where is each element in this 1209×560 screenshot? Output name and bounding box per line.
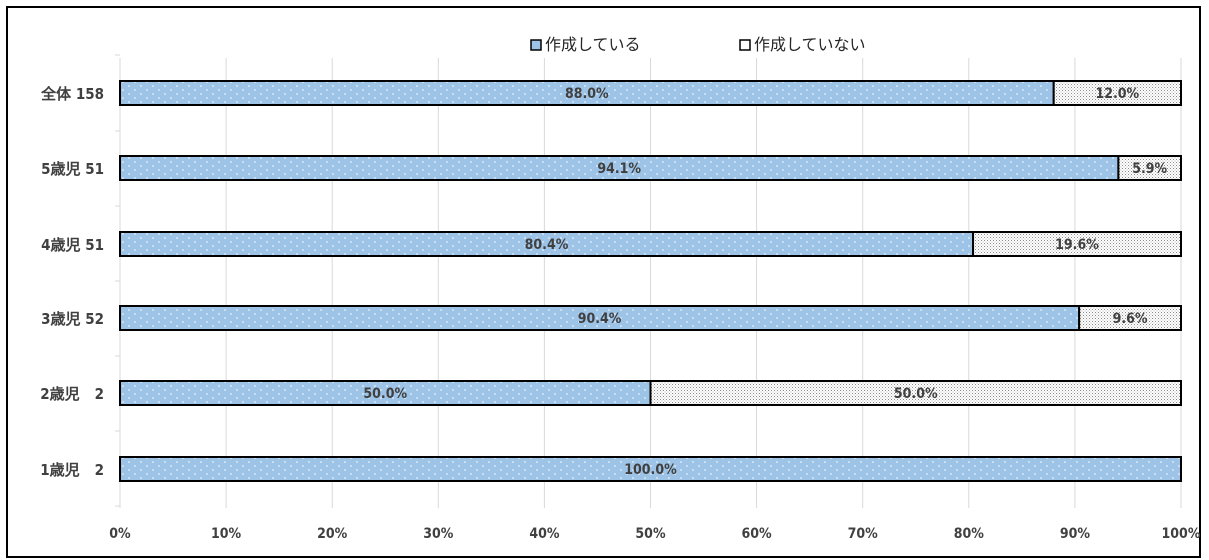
data-label: 94.1% <box>597 161 641 177</box>
bar-segment <box>119 380 652 406</box>
bar-segment <box>1052 80 1183 106</box>
data-label: 88.0% <box>565 86 609 102</box>
bar-segment <box>119 231 975 257</box>
x-tick-label: 40% <box>529 526 560 542</box>
category-label: 全体 158 <box>40 85 104 103</box>
data-label: 9.6% <box>1113 311 1148 327</box>
x-tick-label: 50% <box>635 526 666 542</box>
bar-segment <box>119 305 1081 331</box>
data-label: 50.0% <box>894 386 938 402</box>
category-label: 3歳児 52 <box>41 310 104 328</box>
x-tick-label: 20% <box>317 526 348 542</box>
x-tick-label: 70% <box>848 526 879 542</box>
x-tick-label: 60% <box>742 526 773 542</box>
x-tick-label: 100% <box>1162 526 1201 542</box>
x-axis-ticks: 0% 10% 20% 30% 40% 50% 60% 70% 80% 90% 100% <box>109 526 1201 542</box>
category-label: 4歳児 51 <box>41 236 104 254</box>
x-tick-label: 80% <box>954 526 985 542</box>
bars: 88.0% 12.0% 94.1% 5.9% 80.4% 19.6% 90.4% 9.6% 50… <box>119 80 1183 482</box>
bar-segment <box>1078 305 1183 331</box>
x-tick-label: 30% <box>423 526 454 542</box>
data-label: 19.6% <box>1055 237 1099 253</box>
legend-label: 作成していない <box>754 35 866 54</box>
legend-swatch <box>739 39 751 51</box>
legend: 作成している 作成していない <box>530 35 866 54</box>
legend-swatch <box>530 39 542 51</box>
x-tick-label: 10% <box>211 526 242 542</box>
x-tick-label: 0% <box>109 526 131 542</box>
data-label: 80.4% <box>525 237 569 253</box>
data-label: 100.0% <box>624 462 677 478</box>
bar-segment <box>1117 155 1182 181</box>
bar-segment <box>119 456 1182 482</box>
bar-segment <box>972 231 1182 257</box>
category-label: 5歳児 51 <box>41 160 104 178</box>
data-label: 12.0% <box>1095 86 1139 102</box>
bar-segment <box>649 380 1182 406</box>
bar-segment <box>119 80 1055 106</box>
x-tick-label: 90% <box>1060 526 1091 542</box>
category-label: 2歳児 2 <box>40 385 104 403</box>
category-label: 1歳児 2 <box>40 461 104 479</box>
data-label: 90.4% <box>578 311 622 327</box>
data-label: 50.0% <box>363 386 407 402</box>
category-labels: 全体 158 5歳児 51 4歳児 51 3歳児 52 2歳児 2 1歳児 2 <box>40 85 104 479</box>
legend-label: 作成している <box>545 35 641 54</box>
gridlines <box>115 54 1182 508</box>
data-label: 5.9% <box>1132 161 1167 177</box>
